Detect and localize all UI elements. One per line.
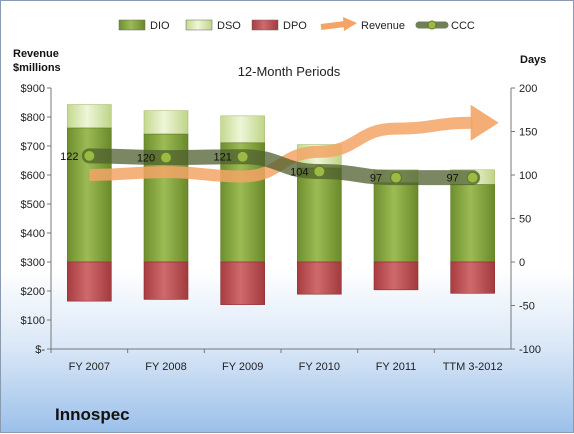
left-tick-label: $100 [21,315,45,327]
right-tick-label: 100 [519,170,537,182]
x-tick-label: FY 2007 [69,361,110,373]
ccc-data-label: 121 [213,152,231,164]
right-tick-label: 0 [519,257,525,269]
left-tick-label: $400 [21,228,45,240]
left-tick-label: $300 [21,257,45,269]
ccc-data-label: 104 [290,167,308,179]
ccc-data-label: 120 [137,153,155,165]
legend-swatch-revenue [320,21,346,30]
left-tick-label: $800 [21,112,45,124]
x-tick-label: FY 2010 [299,361,340,373]
left-tick-label: $700 [21,141,45,153]
legend-label: DIO [150,20,170,32]
left-tick-label: $200 [21,286,45,298]
ccc-point [83,149,96,162]
legend-ccc-marker [427,20,437,30]
x-tick-label: TTM 3-2012 [443,361,503,373]
bar-dso [67,104,112,129]
bar-dio [67,127,112,263]
bar-dio [450,184,495,263]
legend-label: Revenue [361,20,405,32]
left-tick-label: $900 [21,83,45,95]
x-tick-label: FY 2008 [145,361,186,373]
bar-dpo [67,261,112,302]
bar-dso [220,115,265,144]
right-axis-label: Days [520,54,546,66]
legend-swatch-dpo [251,19,279,31]
left-tick-label: $- [35,344,45,356]
left-tick-label: $600 [21,170,45,182]
right-tick-label: 150 [519,127,537,139]
legend-label: CCC [451,20,475,32]
ccc-point [389,171,403,184]
bar-dpo [220,261,265,305]
ccc-data-label: 97 [370,173,382,185]
ccc-data-label: 122 [60,151,78,163]
legend-label: DSO [217,20,241,32]
bar-dio [373,182,419,263]
chart-title: 12-Month Periods [238,64,341,79]
ccc-point [313,165,326,178]
ccc-point [236,150,249,163]
legend-swatch-dso [185,19,213,31]
ccc-point [159,151,173,164]
bar-dio [297,167,342,263]
legend-arrow-head [343,17,357,31]
right-tick-label: -100 [519,344,541,356]
bar-dpo [373,261,419,291]
bar-dso [143,110,189,135]
right-tick-label: 50 [519,214,531,226]
x-tick-label: FY 2009 [222,361,263,373]
right-tick-label: -50 [519,301,535,313]
legend-swatch-dio [118,19,146,31]
company-name: Innospec [55,405,130,424]
left-axis-label-line1: Revenue [13,48,59,60]
left-tick-label: $500 [21,199,45,211]
revenue-arrow-head [470,104,499,141]
ccc-point [466,171,479,184]
ccc-data-label: 97 [447,173,459,185]
bar-dpo [297,261,342,295]
left-axis-label-line2: $millions [13,62,61,74]
legend-label: DPO [283,20,307,32]
bar-dpo [143,261,189,300]
x-tick-label: FY 2011 [376,361,417,373]
bar-dpo [450,261,495,294]
right-tick-label: 200 [519,83,537,95]
